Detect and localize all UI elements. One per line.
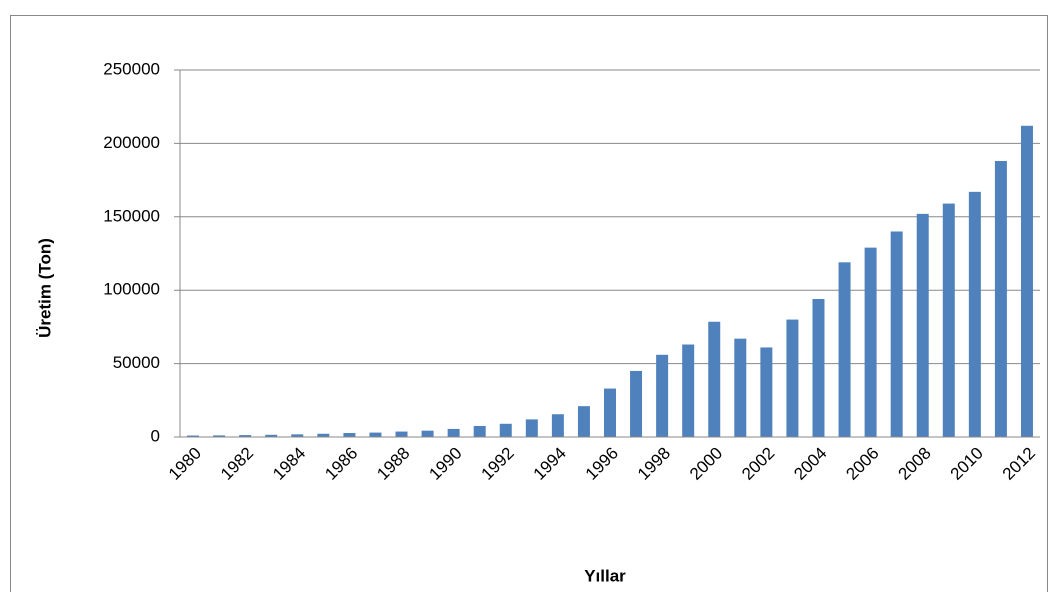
x-axis-title: Yıllar: [584, 566, 626, 585]
x-tick-label: 1986: [321, 444, 361, 484]
bar: [760, 347, 773, 437]
bar: [213, 435, 226, 437]
x-tick-label: 1994: [530, 444, 570, 484]
bar: [786, 319, 799, 437]
bar: [942, 203, 955, 437]
bar: [604, 388, 616, 437]
x-tick-label: 2002: [738, 444, 778, 484]
x-tick-label: 1984: [269, 444, 309, 484]
y-tick-label: 0: [151, 426, 160, 445]
bar: [473, 425, 486, 437]
bar: [551, 414, 564, 437]
bar: [525, 419, 538, 437]
x-tick-label: 1982: [217, 444, 257, 484]
x-tick-label: 1988: [373, 444, 413, 484]
x-tick-label: 2000: [686, 444, 726, 484]
bar: [890, 231, 903, 437]
bar: [916, 213, 929, 437]
y-tick-label: 200000: [103, 133, 160, 152]
bar: [187, 435, 200, 437]
x-tick-label: 2008: [895, 444, 935, 484]
bar: [864, 247, 877, 437]
bar: [317, 433, 330, 437]
x-tick-label: 1980: [165, 444, 205, 484]
x-tick-label: 2010: [947, 444, 987, 484]
x-tick-label: 2012: [999, 444, 1039, 484]
chart-border: [10, 15, 1048, 592]
bar: [682, 344, 695, 437]
y-tick-label: 150000: [103, 206, 160, 225]
bar: [369, 432, 382, 437]
x-tick-label: 1996: [582, 444, 622, 484]
bar: [994, 161, 1007, 438]
x-tick-label: 1998: [634, 444, 674, 484]
bar: [734, 338, 747, 437]
y-axis-title: Üretim (Ton): [35, 238, 54, 338]
bar: [239, 435, 252, 437]
x-tick-label: 2006: [842, 444, 882, 484]
x-tick-label: 1990: [425, 444, 465, 484]
bar: [499, 423, 512, 437]
bar: [656, 354, 669, 437]
bar: [395, 431, 408, 437]
y-tick-label: 100000: [103, 280, 160, 299]
y-tick-label: 50000: [113, 353, 160, 372]
bar: [630, 370, 643, 437]
bar: [343, 433, 356, 437]
bar: [291, 434, 304, 437]
y-tick-label: 250000: [103, 59, 160, 78]
bar: [1020, 125, 1033, 437]
bar: [838, 262, 851, 437]
bar: [968, 191, 981, 437]
bar: [812, 299, 825, 437]
bar: [577, 406, 590, 437]
bar: [708, 321, 721, 437]
x-tick-label: 1992: [478, 444, 518, 484]
bar: [447, 428, 460, 437]
bar: [265, 434, 278, 437]
x-tick-label: 2004: [790, 444, 830, 484]
bar: [421, 430, 434, 437]
